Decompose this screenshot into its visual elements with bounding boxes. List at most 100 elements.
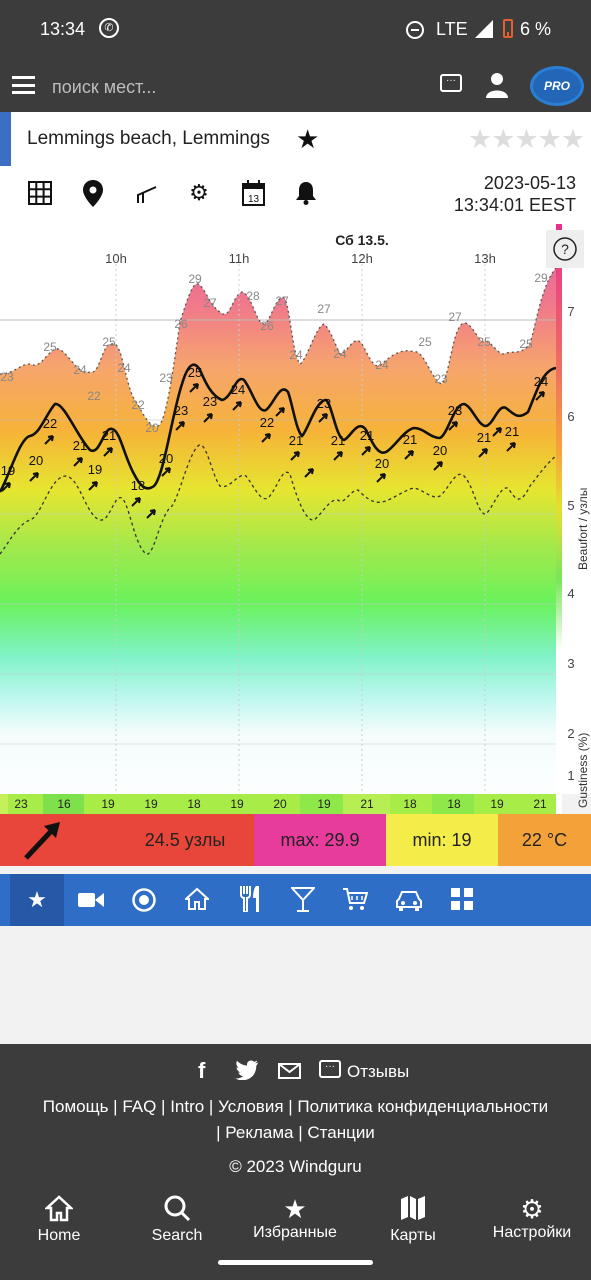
spots-target-icon[interactable] <box>131 887 157 913</box>
gustiness-value: 19 <box>230 797 244 811</box>
wind-label: 21 <box>360 428 374 443</box>
gust-label: 22 <box>131 398 145 412</box>
hour-label: 11h <box>229 251 250 266</box>
gust-label: 25 <box>519 337 533 351</box>
wind-label: 20 <box>159 451 173 466</box>
gust-labels: 23 25 24 22 25 24 22 20 23 26 29 27 28 2… <box>0 271 548 435</box>
wind-label: 19 <box>1 463 15 478</box>
summary-max: max: 29.9 <box>254 814 386 866</box>
gustiness-value: 23 <box>14 797 28 811</box>
feedback-link[interactable]: Отзывы <box>347 1062 410 1081</box>
restaurant-icon[interactable] <box>239 886 261 912</box>
user-icon[interactable] <box>486 72 508 98</box>
nav-home[interactable]: Home <box>0 1194 118 1245</box>
wind-label: 23 <box>317 396 331 411</box>
footer-links-line1[interactable]: Помощь | FAQ | Intro | Условия | Политик… <box>42 1097 549 1116</box>
summary-min: min: 19 <box>386 814 498 866</box>
star-icon: ★ <box>283 1194 307 1224</box>
wind-forecast-chart: 23 25 24 22 25 24 22 20 23 26 29 27 28 2… <box>0 224 591 816</box>
gust-label: 26 <box>260 319 274 333</box>
gust-label: 23 <box>159 371 173 385</box>
gear-icon[interactable]: ⚙ <box>189 180 209 205</box>
gears-icon: ⚙ <box>520 1194 544 1224</box>
gust-label: 23 <box>434 372 448 386</box>
nav-favorites[interactable]: ★ Избранные <box>236 1194 354 1242</box>
gesture-bar[interactable] <box>218 1260 373 1265</box>
search-input[interactable] <box>50 73 414 101</box>
gust-label: 25 <box>418 335 432 349</box>
grid-icon[interactable] <box>28 181 52 205</box>
beaufort-color-bar <box>556 224 562 794</box>
feedback-icon[interactable]: ··· <box>319 1060 341 1078</box>
twitter-icon[interactable] <box>235 1060 259 1080</box>
beaufort-tick: 4 <box>567 586 574 601</box>
bell-icon[interactable] <box>296 181 316 205</box>
beaufort-tick: 3 <box>567 656 574 671</box>
call-icon: ✆ <box>99 18 119 38</box>
wind-label: 25 <box>188 365 202 380</box>
wind-label: 19 <box>88 462 102 477</box>
gust-label: 23 <box>0 370 14 384</box>
car-rental-icon[interactable] <box>396 889 422 911</box>
help-icon <box>553 237 577 261</box>
location-pin-icon[interactable] <box>83 180 103 207</box>
hour-label: 10h <box>105 251 127 266</box>
hour-label: 13h <box>474 251 496 266</box>
favorites-star-icon[interactable]: ★ <box>10 874 64 926</box>
email-icon[interactable] <box>278 1063 301 1079</box>
wind-label: 20 <box>375 456 389 471</box>
gust-label: 25 <box>43 340 57 354</box>
gust-label: 29 <box>188 272 202 286</box>
spot-bar <box>0 112 591 167</box>
nav-maps[interactable]: Карты <box>354 1194 472 1245</box>
direction-arrows <box>1 383 545 519</box>
wind-label: 24 <box>534 374 548 389</box>
favorite-star-icon[interactable]: ★ <box>296 124 320 154</box>
gust-label: 22 <box>87 389 101 403</box>
chat-icon[interactable]: ··· <box>440 74 462 92</box>
signal-icon <box>475 20 493 38</box>
nav-maps-label: Карты <box>390 1227 436 1244</box>
nav-favorites-label: Избранные <box>253 1224 337 1241</box>
facebook-icon[interactable]: f <box>198 1058 206 1083</box>
wind-label: 21 <box>477 430 491 445</box>
home-icon <box>43 1195 75 1222</box>
footer-links-line2[interactable]: | Реклама | Станции <box>216 1123 375 1142</box>
gustiness-value: 19 <box>317 797 331 811</box>
spot-title[interactable]: Lemmings beach, Lemmings <box>27 128 270 149</box>
beaufort-tick: 7 <box>567 304 574 319</box>
wind-label: 21 <box>403 432 417 447</box>
calendar-icon[interactable]: 13 <box>242 180 265 206</box>
gustiness-value: 18 <box>187 797 201 811</box>
gust-label: 27 <box>448 310 462 324</box>
menu-icon[interactable] <box>12 76 35 94</box>
nav-search[interactable]: Search <box>118 1194 236 1245</box>
wind-label: 21 <box>505 424 519 439</box>
wind-label: 21 <box>73 438 87 453</box>
gust-line <box>0 267 557 427</box>
wind-label: 22 <box>43 416 57 431</box>
wind-label: 22 <box>260 415 274 430</box>
graph-icon[interactable] <box>136 183 158 205</box>
wind-direction-arrow-icon <box>24 822 60 860</box>
nav-settings[interactable]: ⚙ Настройки <box>473 1194 591 1242</box>
wind-labels: 19 20 22 21 19 21 18 20 23 25 23 24 22 2… <box>1 365 548 493</box>
pro-badge[interactable]: PRO <box>530 66 584 106</box>
rating-stars[interactable]: ★★★★★ <box>468 124 585 154</box>
gust-label: 26 <box>174 317 188 331</box>
gustiness-value: 18 <box>447 797 461 811</box>
more-grid-icon[interactable] <box>451 888 473 910</box>
shop-cart-icon[interactable] <box>342 887 368 913</box>
nav-home-label: Home <box>37 1227 81 1244</box>
wind-label: 23 <box>203 394 217 409</box>
help-button[interactable] <box>546 230 584 268</box>
status-time: 13:34 <box>40 19 86 39</box>
do-not-disturb-icon <box>406 21 424 39</box>
accommodation-home-icon[interactable] <box>185 887 209 911</box>
webcam-icon[interactable] <box>78 890 104 910</box>
wind-label: 23 <box>448 403 462 418</box>
beaufort-tick: 1 <box>567 768 574 783</box>
gust-label: 24 <box>289 348 303 362</box>
gust-label: 25 <box>102 335 116 349</box>
bar-cocktail-icon[interactable] <box>291 887 315 913</box>
